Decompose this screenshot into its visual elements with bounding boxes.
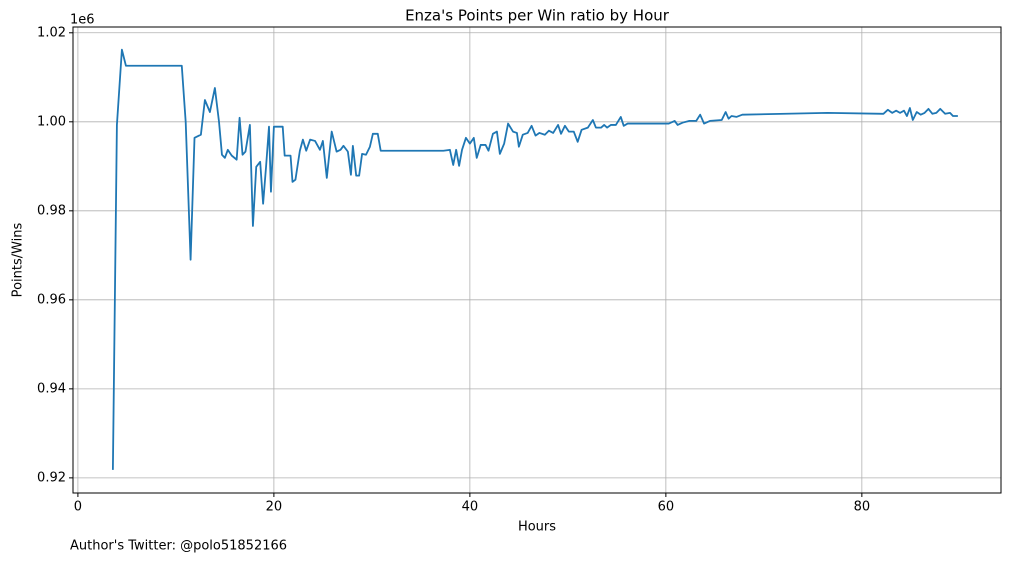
y-tick-label: 0.98: [37, 203, 66, 218]
x-tick-label: 40: [462, 500, 479, 515]
x-tick-label: 80: [854, 500, 871, 515]
axes-frame: [72, 26, 1002, 494]
data-line: [111, 48, 958, 470]
y-tick-label: 1.00: [37, 114, 66, 129]
plot: [111, 48, 958, 470]
y-tick-label: 0.94: [37, 381, 66, 396]
chart-title: Enza's Points per Win ratio by Hour: [405, 7, 670, 25]
grid: [73, 27, 1001, 493]
y-offset-label: 1e6: [70, 13, 95, 28]
y-tick-label: 1.02: [37, 25, 66, 40]
y-axis-label: Points/Wins: [11, 222, 26, 297]
y-tick-label: 0.92: [37, 470, 66, 485]
x-tick-label: 60: [658, 500, 675, 515]
footnote: Author's Twitter: @polo51852166: [70, 539, 287, 554]
x-tick-label: 0: [74, 500, 82, 515]
x-axis-label: Hours: [518, 520, 556, 535]
x-tick-label: 20: [266, 500, 283, 515]
y-tick-label: 0.96: [37, 292, 66, 307]
